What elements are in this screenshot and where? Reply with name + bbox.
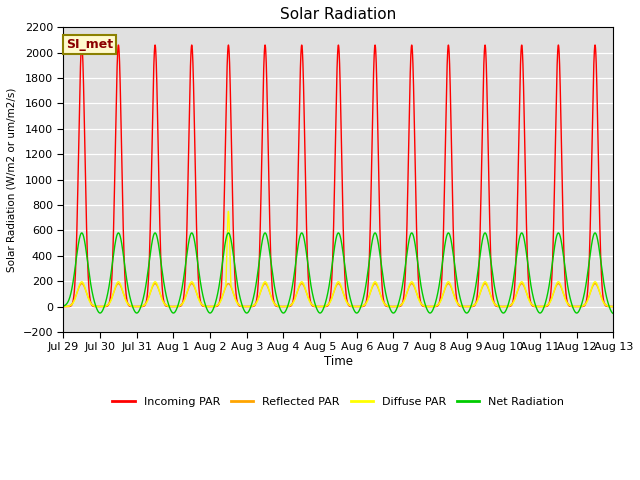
Text: SI_met: SI_met (66, 38, 113, 51)
Legend: Incoming PAR, Reflected PAR, Diffuse PAR, Net Radiation: Incoming PAR, Reflected PAR, Diffuse PAR… (108, 393, 569, 412)
Title: Solar Radiation: Solar Radiation (280, 7, 397, 22)
X-axis label: Time: Time (324, 355, 353, 368)
Y-axis label: Solar Radiation (W/m2 or um/m2/s): Solar Radiation (W/m2 or um/m2/s) (7, 87, 17, 272)
